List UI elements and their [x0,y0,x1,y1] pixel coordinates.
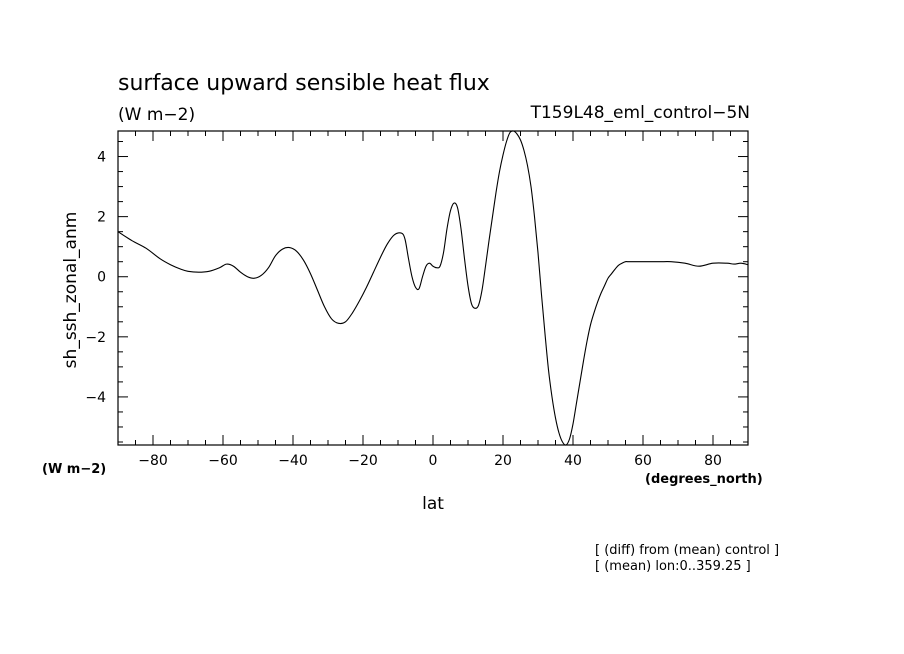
y-tick-label: −4 [85,390,106,406]
y-units-label: (W m−2) [42,462,106,477]
series-line [117,130,749,446]
x-tick-label: −40 [278,453,308,469]
x-tick-label: −60 [208,453,238,469]
x-tick-label: −20 [348,453,378,469]
plot-frame [117,130,749,446]
x-axis-label: lat [422,494,444,514]
chart-units: (W m−2) [118,105,195,125]
y-tick-labels: −4 −2 0 2 4 [85,150,106,406]
y-tick-label: −2 [85,330,106,346]
x-units-label: (degrees_north) [645,472,763,487]
x-tick-labels: −80 −60 −40 −20 0 20 40 60 80 [138,453,722,469]
tick-marks [117,131,749,445]
x-tick-label: 60 [634,453,652,469]
x-tick-label: −80 [138,453,168,469]
x-tick-label: 40 [564,453,582,469]
annotation-mean: [ (mean) lon:0..359.25 ] [595,559,751,574]
x-tick-label: 0 [429,453,438,469]
y-axis-label: sh_ssh_zonal_anm [61,212,81,369]
chart-title: surface upward sensible heat flux [118,71,490,96]
y-tick-label: 4 [97,150,106,166]
y-tick-label: 2 [97,210,106,226]
annotation-diff: [ (diff) from (mean) control ] [595,543,779,558]
x-tick-label: 20 [494,453,512,469]
x-tick-label: 80 [704,453,722,469]
run-label: T159L48_eml_control−5N [530,103,750,123]
y-tick-label: 0 [97,270,106,286]
